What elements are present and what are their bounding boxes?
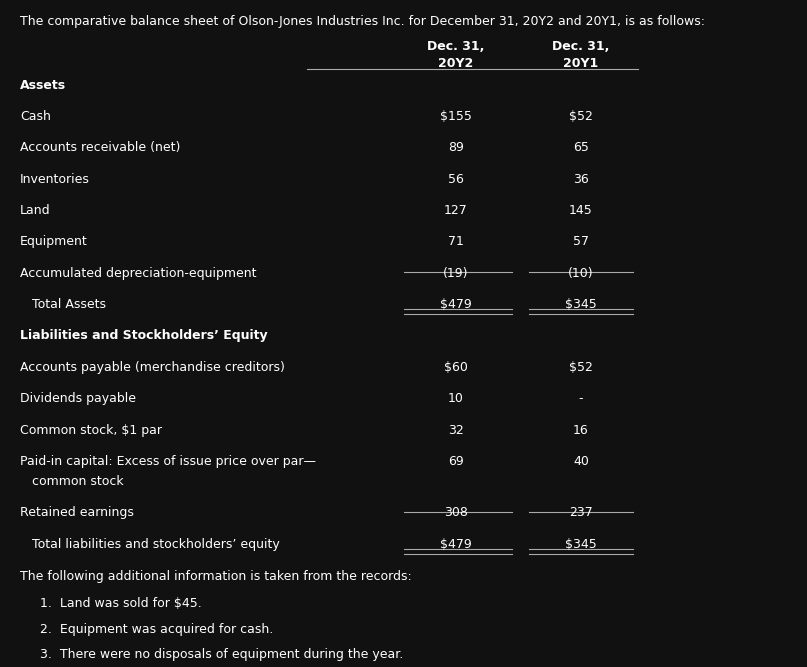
Text: 71: 71 (448, 235, 464, 248)
Text: The following additional information is taken from the records:: The following additional information is … (20, 570, 412, 583)
Text: 36: 36 (573, 173, 589, 185)
Text: 20Y2: 20Y2 (438, 57, 474, 69)
Text: 127: 127 (444, 204, 468, 217)
Text: Common stock, $1 par: Common stock, $1 par (20, 424, 162, 436)
Text: 89: 89 (448, 141, 464, 154)
Text: Paid-in capital: Excess of issue price over par—: Paid-in capital: Excess of issue price o… (20, 455, 316, 468)
Text: Inventories: Inventories (20, 173, 90, 185)
Text: 2.  Equipment was acquired for cash.: 2. Equipment was acquired for cash. (40, 622, 274, 636)
Text: Dividends payable: Dividends payable (20, 392, 136, 405)
Text: $52: $52 (569, 361, 593, 374)
Text: $345: $345 (565, 298, 597, 311)
Text: Total Assets: Total Assets (20, 298, 107, 311)
Text: Total liabilities and stockholders’ equity: Total liabilities and stockholders’ equi… (20, 538, 280, 550)
Text: 145: 145 (569, 204, 593, 217)
Text: Accumulated depreciation-equipment: Accumulated depreciation-equipment (20, 267, 257, 279)
Text: 237: 237 (569, 506, 593, 519)
Text: Land: Land (20, 204, 51, 217)
Text: $155: $155 (440, 110, 472, 123)
Text: 57: 57 (573, 235, 589, 248)
Text: The comparative balance sheet of Olson-Jones Industries Inc. for December 31, 20: The comparative balance sheet of Olson-J… (20, 15, 705, 27)
Text: 16: 16 (573, 424, 589, 436)
Text: $345: $345 (565, 538, 597, 550)
Text: -: - (579, 392, 583, 405)
Text: 65: 65 (573, 141, 589, 154)
Text: (10): (10) (568, 267, 594, 279)
Text: Dec. 31,: Dec. 31, (552, 40, 610, 53)
Text: $60: $60 (444, 361, 468, 374)
Text: $479: $479 (440, 538, 472, 550)
Text: Equipment: Equipment (20, 235, 88, 248)
Text: Liabilities and Stockholders’ Equity: Liabilities and Stockholders’ Equity (20, 329, 268, 342)
Text: 308: 308 (444, 506, 468, 519)
Text: 69: 69 (448, 455, 464, 468)
Text: (19): (19) (443, 267, 469, 279)
Text: $52: $52 (569, 110, 593, 123)
Text: common stock: common stock (20, 475, 123, 488)
Text: 3.  There were no disposals of equipment during the year.: 3. There were no disposals of equipment … (40, 648, 404, 662)
Text: Assets: Assets (20, 79, 66, 91)
Text: Accounts receivable (net): Accounts receivable (net) (20, 141, 181, 154)
Text: 56: 56 (448, 173, 464, 185)
Text: Dec. 31,: Dec. 31, (427, 40, 485, 53)
Text: 32: 32 (448, 424, 464, 436)
Text: 10: 10 (448, 392, 464, 405)
Text: $479: $479 (440, 298, 472, 311)
Text: 20Y1: 20Y1 (563, 57, 599, 69)
Text: 1.  Land was sold for $45.: 1. Land was sold for $45. (40, 597, 202, 610)
Text: Retained earnings: Retained earnings (20, 506, 134, 519)
Text: 40: 40 (573, 455, 589, 468)
Text: Cash: Cash (20, 110, 51, 123)
Text: Accounts payable (merchandise creditors): Accounts payable (merchandise creditors) (20, 361, 285, 374)
